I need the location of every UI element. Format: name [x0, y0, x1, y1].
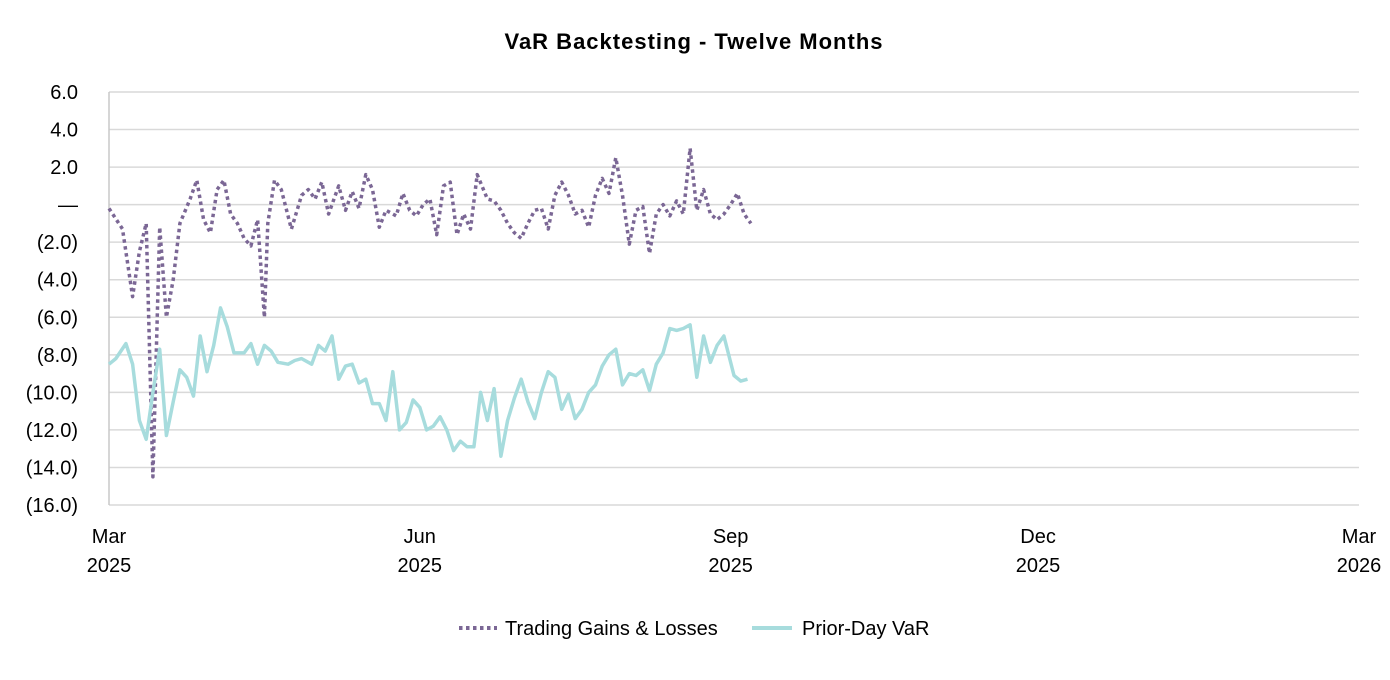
y-tick-label: (4.0): [37, 270, 78, 292]
y-axis-ticks: 6.0 4.0 2.0 — (2.0) (4.0) (6.0) (8.0) (10.0) (12.…: [26, 82, 78, 517]
y-tick-label: (12.0): [26, 420, 78, 442]
x-tick-year-label: 2025: [1016, 555, 1061, 577]
y-tick-label: (2.0): [37, 232, 78, 254]
y-tick-label: —: [58, 195, 78, 217]
series-lines: [107, 146, 753, 479]
y-tick-label: (10.0): [26, 382, 78, 404]
x-tick-year-label: 2025: [87, 555, 132, 577]
y-tick-label: (6.0): [37, 307, 78, 329]
x-axis-ticks: Mar 2025 Jun 2025 Sep 2025 Dec 2025 Mar 2026: [87, 526, 1382, 577]
y-tick-label: 4.0: [50, 120, 78, 142]
y-tick-label: (14.0): [26, 457, 78, 479]
x-tick-label: Sep: [713, 526, 749, 548]
y-tick-label: (8.0): [37, 345, 78, 367]
x-tick-label: Dec: [1020, 526, 1056, 548]
series-line-0: [107, 146, 753, 479]
chart-title: VaR Backtesting - Twelve Months: [504, 29, 883, 54]
legend: Trading Gains & Losses Prior-Day VaR: [459, 618, 929, 640]
x-tick-year-label: 2025: [708, 555, 753, 577]
x-tick-label: Mar: [92, 526, 127, 548]
x-tick-year-label: 2026: [1337, 555, 1382, 577]
x-tick-label: Jun: [404, 526, 436, 548]
legend-label: Prior-Day VaR: [802, 618, 929, 640]
x-tick-label: Mar: [1342, 526, 1377, 548]
y-tick-label: (16.0): [26, 495, 78, 517]
y-tick-label: 2.0: [50, 157, 78, 179]
legend-label: Trading Gains & Losses: [505, 618, 718, 640]
series-line-1: [107, 306, 748, 458]
gridlines: [109, 91, 1359, 506]
y-tick-label: 6.0: [50, 82, 78, 104]
x-tick-year-label: 2025: [398, 555, 443, 577]
